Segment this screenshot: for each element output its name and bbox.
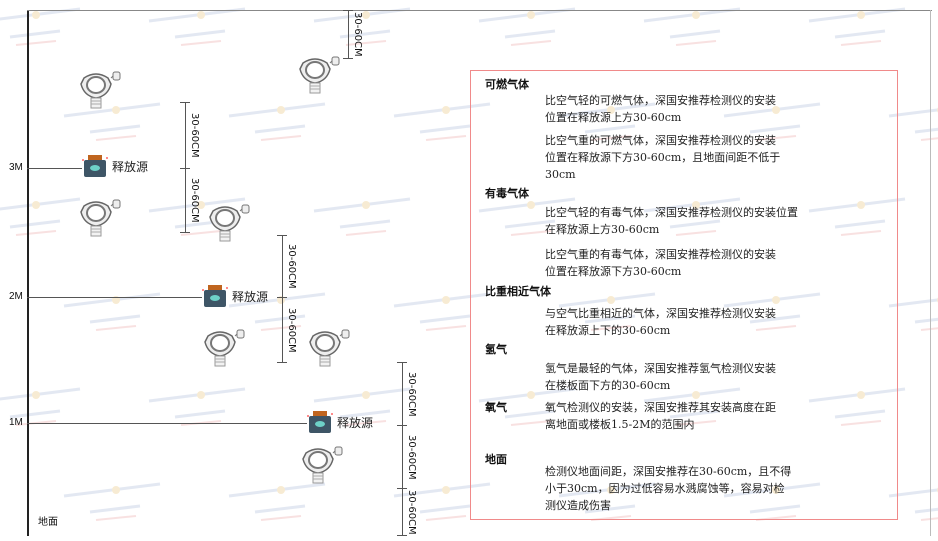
gas-detector-icon bbox=[78, 198, 122, 242]
section-title: 地面 bbox=[485, 453, 507, 466]
section-paragraph: 比空气轻的有毒气体，深国安推荐检测仪的安装位置 在释放源上方30-60cm bbox=[545, 204, 890, 238]
paragraph-line: 测仪造成伤害 bbox=[545, 499, 611, 512]
dimension-line bbox=[402, 488, 403, 535]
release-source-label: 释放源 bbox=[337, 416, 374, 430]
section-title: 氢气 bbox=[485, 343, 507, 356]
gas-detector-icon bbox=[78, 70, 122, 114]
gas-detector-icon bbox=[207, 203, 251, 247]
dimension-line bbox=[282, 235, 283, 297]
dimension-tick bbox=[397, 488, 407, 489]
paragraph-line: 与空气比重相近的气体，深国安推荐检测仪安装 bbox=[545, 307, 776, 320]
dimension-tick bbox=[397, 535, 407, 536]
release-source-label: 释放源 bbox=[112, 160, 149, 174]
dimension-tick bbox=[277, 235, 287, 236]
gas-detector-icon bbox=[307, 328, 351, 372]
gas-detector-icon bbox=[300, 445, 344, 489]
watermark-logo bbox=[640, 5, 750, 53]
section-paragraph: 氢气是最轻的气体，深国安推荐氢气检测仪安装 在楼板面下方的30-60cm bbox=[545, 360, 890, 394]
section-title: 比重相近气体 bbox=[485, 285, 551, 298]
section-paragraph: 比空气重的有毒气体，深国安推荐检测仪的安装 位置在释放源下方30-60cm bbox=[545, 246, 890, 280]
level-3m-label: 3M bbox=[9, 162, 23, 173]
watermark-logo bbox=[805, 5, 915, 53]
dimension-tick bbox=[180, 102, 190, 103]
paragraph-line: 比空气轻的可燃气体，深国安推荐检测仪的安装 bbox=[545, 94, 776, 107]
level-3m-line bbox=[27, 168, 82, 169]
installation-guidelines-panel: 可燃气体比空气轻的可燃气体，深国安推荐检测仪的安装 位置在释放源上方30-60cm… bbox=[470, 70, 898, 520]
paragraph-line: 在楼板面下方的30-60cm bbox=[545, 379, 671, 392]
watermark-logo bbox=[310, 195, 420, 243]
level-1m-line bbox=[27, 423, 307, 424]
dimension-tick bbox=[343, 58, 353, 59]
watermark-logo bbox=[475, 5, 585, 53]
section-paragraph: 与空气比重相近的气体，深国安推荐检测仪安装 在释放源上下的30-60cm bbox=[545, 305, 890, 339]
dimension-line bbox=[185, 168, 186, 232]
paragraph-line: 氧气检测仪的安装，深国安推荐其安装高度在距 bbox=[545, 401, 776, 414]
dimension-line bbox=[282, 297, 283, 362]
level-1m-label: 1M bbox=[9, 417, 23, 428]
watermark-logo bbox=[0, 5, 90, 53]
dimension-label: 30-60CM bbox=[286, 307, 297, 353]
section-paragraph: 氧气检测仪的安装，深国安推荐其安装高度在距 离地面或楼板1.5-2M的范围内 bbox=[545, 399, 890, 433]
watermark-logo bbox=[310, 5, 420, 53]
dimension-label: 30-60CM bbox=[286, 244, 297, 289]
paragraph-line: 位置在释放源下方30-60cm bbox=[545, 265, 682, 278]
dimension-line bbox=[185, 102, 186, 168]
section-paragraph: 比空气重的可燃气体，深国安推荐检测仪的安装 位置在释放源下方30-60cm，且地面… bbox=[545, 132, 890, 183]
dimension-line bbox=[402, 362, 403, 425]
gas-detector-icon bbox=[202, 328, 246, 372]
watermark-logo bbox=[0, 195, 90, 243]
dimension-label: 30-60CM bbox=[406, 489, 417, 535]
watermark-logo bbox=[225, 100, 335, 148]
dimension-line bbox=[402, 425, 403, 488]
paragraph-line: 小于30cm，因为过低容易水溅腐蚀等，容易对检 bbox=[545, 482, 785, 495]
dimension-label: 30-60CM bbox=[406, 434, 417, 480]
ground-label: 地面 bbox=[38, 517, 58, 528]
section-title: 可燃气体 bbox=[485, 78, 529, 91]
watermark-logo bbox=[60, 480, 170, 528]
paragraph-line: 比空气重的可燃气体，深国安推荐检测仪的安装 bbox=[545, 134, 776, 147]
ceiling-line bbox=[27, 10, 932, 11]
right-border bbox=[930, 10, 931, 536]
section-paragraph: 检测仪地面间距，深国安推荐在30-60cm，且不得 小于30cm，因为过低容易水溅… bbox=[545, 463, 890, 514]
dimension-tick bbox=[397, 425, 407, 426]
paragraph-line: 比空气轻的有毒气体，深国安推荐检测仪的安装位置 bbox=[545, 206, 798, 219]
paragraph-line: 位置在释放源上方30-60cm bbox=[545, 111, 682, 124]
release-source-icon bbox=[307, 410, 333, 438]
section-title: 氧气 bbox=[485, 401, 507, 414]
dimension-tick bbox=[277, 297, 287, 298]
dimension-tick bbox=[397, 362, 407, 363]
release-source-icon bbox=[82, 154, 108, 182]
paragraph-line: 在释放源上下的30-60cm bbox=[545, 324, 671, 337]
dimension-label: 30-60CM bbox=[189, 178, 200, 223]
paragraph-line: 30cm bbox=[545, 168, 576, 181]
dimension-label: 30-60CM bbox=[352, 12, 363, 57]
dimension-tick bbox=[277, 362, 287, 363]
release-source-icon bbox=[202, 284, 228, 312]
gas-detector-icon bbox=[297, 55, 341, 99]
level-2m-line bbox=[27, 297, 202, 298]
paragraph-line: 氢气是最轻的气体，深国安推荐氢气检测仪安装 bbox=[545, 362, 776, 375]
paragraph-line: 离地面或楼板1.5-2M的范围内 bbox=[545, 418, 695, 431]
dimension-label: 30-60CM bbox=[406, 371, 417, 417]
dimension-line bbox=[348, 10, 349, 58]
section-paragraph: 比空气轻的可燃气体，深国安推荐检测仪的安装 位置在释放源上方30-60cm bbox=[545, 92, 890, 126]
watermark-logo bbox=[145, 385, 255, 433]
paragraph-line: 比空气重的有毒气体，深国安推荐检测仪的安装 bbox=[545, 248, 776, 261]
wall-line bbox=[27, 10, 29, 536]
dimension-label: 30-60CM bbox=[189, 113, 200, 158]
dimension-tick bbox=[343, 10, 353, 11]
paragraph-line: 位置在释放源下方30-60cm，且地面间距不低于 bbox=[545, 151, 781, 164]
release-source-label: 释放源 bbox=[232, 290, 269, 304]
paragraph-line: 在释放源上方30-60cm bbox=[545, 223, 660, 236]
dimension-tick bbox=[180, 168, 190, 169]
level-2m-label: 2M bbox=[9, 291, 23, 302]
paragraph-line: 检测仪地面间距，深国安推荐在30-60cm，且不得 bbox=[545, 465, 792, 478]
watermark-logo bbox=[145, 5, 255, 53]
section-title: 有毒气体 bbox=[485, 187, 529, 200]
dimension-tick bbox=[180, 232, 190, 233]
